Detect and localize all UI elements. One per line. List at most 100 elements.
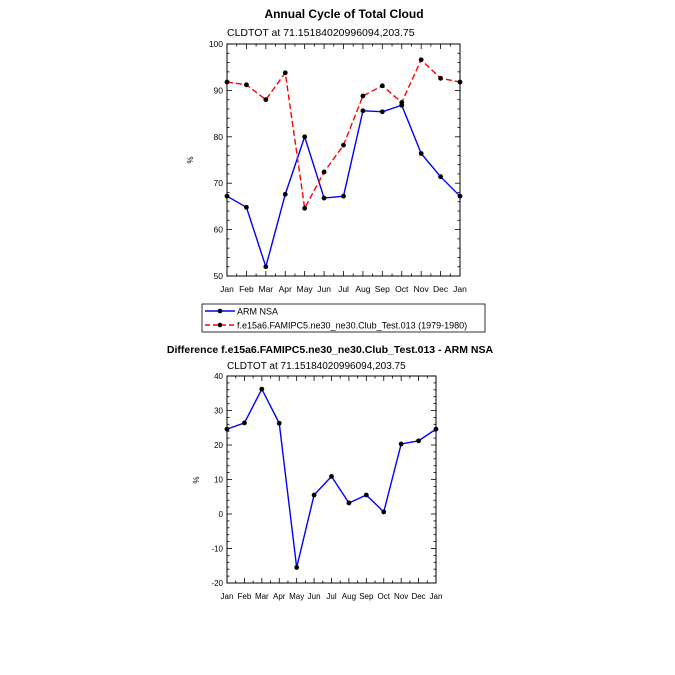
- data-point: [244, 204, 249, 210]
- chart-title: Annual Cycle of Total Cloud: [264, 7, 423, 21]
- x-tick-label: Apr: [273, 592, 286, 601]
- y-axis-label: %: [192, 476, 201, 483]
- x-tick-label: Apr: [279, 284, 292, 294]
- plot-frame: [226, 43, 461, 277]
- x-tick-label: Aug: [342, 592, 356, 601]
- data-point: [282, 70, 288, 76]
- data-point: [457, 79, 463, 85]
- x-tick-label: Nov: [394, 592, 408, 601]
- x-tick-label: Jan: [430, 592, 443, 601]
- x-tick-label: Oct: [378, 592, 391, 601]
- x-tick-label: Nov: [414, 284, 430, 294]
- data-point: [363, 492, 369, 498]
- x-tick-label: Aug: [355, 284, 370, 294]
- x-tick-label: Jun: [317, 284, 331, 294]
- data-point: [457, 193, 463, 199]
- legend-label-model: f.e15a6.FAMIPC5.ne30_ne30.Club_Test.013 …: [237, 321, 467, 331]
- data-point: [302, 205, 308, 211]
- y-tick-label: 80: [214, 132, 224, 142]
- legend: ARM NSA f.e15a6.FAMIPC5.ne30_ne30.Club_T…: [201, 303, 486, 333]
- x-tick-label: Feb: [239, 284, 254, 294]
- y-tick-label: 0: [219, 510, 224, 519]
- x-tick-label: Oct: [395, 284, 409, 294]
- data-point: [360, 93, 366, 99]
- data-point: [244, 82, 249, 88]
- x-tick-label: Sep: [359, 592, 374, 601]
- data-point: [418, 151, 424, 156]
- chart-subtitle: CLDTOT at 71.15184020996094,203.75: [227, 27, 415, 39]
- axis-ticks: [226, 43, 461, 277]
- data-point: [341, 193, 346, 199]
- legend-marker-model: [217, 322, 223, 328]
- series-line: [226, 104, 461, 270]
- chart-subtitle: CLDTOT at 71.15184020996094,203.75: [227, 361, 406, 372]
- x-tick-label: Dec: [433, 284, 449, 294]
- x-tick-label: Mar: [259, 284, 274, 294]
- y-tick-label: -20: [211, 579, 223, 588]
- y-tick-label: 40: [214, 372, 223, 381]
- data-point: [379, 83, 385, 89]
- data-point: [224, 79, 230, 85]
- data-point: [438, 174, 443, 180]
- data-point: [341, 142, 346, 148]
- y-tick-label: 70: [214, 178, 224, 188]
- data-point: [263, 264, 269, 270]
- legend-label-arm: ARM NSA: [237, 307, 278, 317]
- data-point: [346, 500, 352, 506]
- x-tick-label: Jul: [338, 284, 349, 294]
- data-point: [418, 57, 424, 63]
- data-point: [276, 420, 282, 426]
- data-point: [294, 565, 300, 570]
- y-tick-label: 30: [214, 407, 223, 416]
- data-point: [263, 97, 269, 103]
- data-point: [399, 100, 405, 105]
- data-point: [379, 109, 385, 115]
- series-group: [224, 386, 439, 570]
- data-point: [224, 426, 230, 432]
- y-tick-labels: -20 -10 0 10 20 30 40: [211, 372, 223, 588]
- y-tick-label: 20: [214, 441, 223, 450]
- x-tick-label: Jan: [453, 284, 467, 294]
- x-tick-labels: Jan Feb Mar Apr May Jun Jul Aug Sep Oct Nov Dec Jan: [221, 592, 443, 601]
- y-tick-label: 50: [214, 271, 224, 281]
- y-axis-label: %: [186, 156, 195, 163]
- x-tick-label: Dec: [411, 592, 425, 601]
- data-point: [433, 426, 439, 432]
- x-tick-label: May: [297, 284, 314, 294]
- data-point: [416, 438, 421, 444]
- data-point: [311, 492, 317, 498]
- x-tick-label: Mar: [255, 592, 269, 601]
- x-tick-label: Jul: [326, 592, 336, 601]
- plot-frame: [226, 375, 437, 584]
- x-tick-label: Jan: [221, 592, 234, 601]
- axis-ticks: [226, 375, 437, 584]
- data-point: [398, 441, 404, 447]
- data-point: [329, 473, 334, 479]
- y-tick-label: 60: [214, 225, 224, 235]
- data-point: [302, 134, 308, 140]
- y-tick-label: 90: [214, 85, 224, 95]
- x-tick-label: Sep: [375, 284, 390, 294]
- data-point: [360, 108, 366, 114]
- data-point: [381, 509, 387, 515]
- annual-cycle-chart: Annual Cycle of Total Cloud CLDTOT at 71…: [186, 7, 467, 294]
- data-point: [321, 169, 327, 175]
- data-point: [321, 195, 327, 201]
- data-point: [259, 386, 265, 392]
- series-group: [224, 57, 463, 270]
- y-tick-label: 10: [214, 476, 223, 485]
- y-tick-label: 100: [209, 39, 223, 49]
- legend-box: [201, 303, 486, 333]
- x-tick-labels: Jan Feb Mar Apr May Jun Jul Aug Sep Oct Nov Dec Jan: [220, 284, 467, 294]
- y-tick-label: -10: [211, 545, 223, 554]
- legend-marker-arm: [217, 308, 223, 314]
- x-tick-label: Feb: [238, 592, 252, 601]
- data-point: [282, 191, 288, 197]
- difference-chart: Difference f.e15a6.FAMIPC5.ne30_ne30.Clu…: [167, 344, 494, 601]
- data-point: [242, 420, 247, 426]
- data-point: [224, 193, 230, 199]
- x-tick-label: May: [289, 592, 304, 601]
- y-tick-labels: 50 60 70 80 90 100: [209, 39, 223, 281]
- data-point: [438, 75, 443, 81]
- series-line: [226, 58, 461, 211]
